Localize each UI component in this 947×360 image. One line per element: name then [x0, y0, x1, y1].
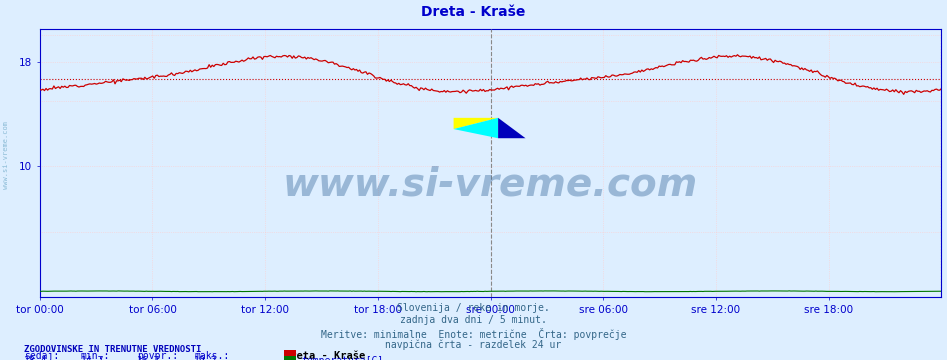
- Polygon shape: [498, 118, 526, 138]
- Text: Meritve: minimalne  Enote: metrične  Črta: povprečje: Meritve: minimalne Enote: metrične Črta:…: [321, 328, 626, 339]
- Text: povpr.:: povpr.:: [137, 351, 178, 360]
- Text: zadnja dva dni / 5 minut.: zadnja dva dni / 5 minut.: [400, 315, 547, 325]
- Polygon shape: [454, 118, 498, 138]
- Text: www.si-vreme.com: www.si-vreme.com: [283, 165, 698, 203]
- Polygon shape: [454, 118, 498, 129]
- Text: navpična črta - razdelek 24 ur: navpična črta - razdelek 24 ur: [385, 340, 562, 350]
- Text: 16,7: 16,7: [137, 356, 161, 360]
- Text: Dreta - Kraše: Dreta - Kraše: [421, 5, 526, 19]
- Text: sedaj:: sedaj:: [24, 351, 59, 360]
- Text: ZGODOVINSKE IN TRENUTNE VREDNOSTI: ZGODOVINSKE IN TRENUTNE VREDNOSTI: [24, 345, 201, 354]
- Text: 19,2: 19,2: [194, 356, 218, 360]
- Text: Slovenija / reke in morje.: Slovenija / reke in morje.: [397, 303, 550, 313]
- Text: 18,4: 18,4: [24, 356, 47, 360]
- Text: 14,7: 14,7: [80, 356, 104, 360]
- Text: Dreta - Kraše: Dreta - Kraše: [284, 351, 366, 360]
- Text: min.:: min.:: [80, 351, 110, 360]
- Text: www.si-vreme.com: www.si-vreme.com: [3, 121, 9, 189]
- Text: temperatura[C]: temperatura[C]: [301, 356, 384, 360]
- Text: maks.:: maks.:: [194, 351, 229, 360]
